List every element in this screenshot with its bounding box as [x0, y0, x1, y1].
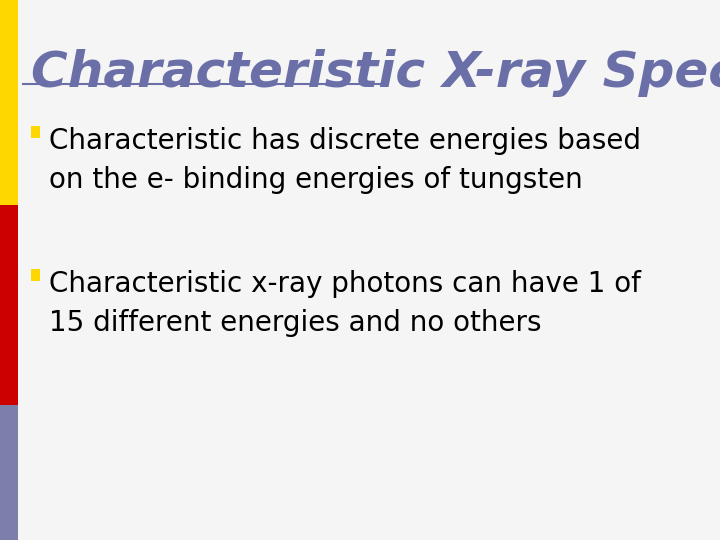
Text: Characteristic x-ray photons can have 1 of: Characteristic x-ray photons can have 1 …: [49, 270, 641, 298]
FancyBboxPatch shape: [31, 269, 40, 281]
FancyBboxPatch shape: [0, 405, 17, 540]
Text: Characteristic has discrete energies based: Characteristic has discrete energies bas…: [49, 127, 641, 155]
Text: Characteristic X-ray Spectrum: Characteristic X-ray Spectrum: [31, 49, 720, 97]
FancyBboxPatch shape: [31, 126, 40, 138]
FancyBboxPatch shape: [0, 205, 17, 405]
FancyBboxPatch shape: [0, 0, 17, 205]
Text: 15 different energies and no others: 15 different energies and no others: [49, 309, 541, 337]
Text: on the e- binding energies of tungsten: on the e- binding energies of tungsten: [49, 166, 582, 194]
